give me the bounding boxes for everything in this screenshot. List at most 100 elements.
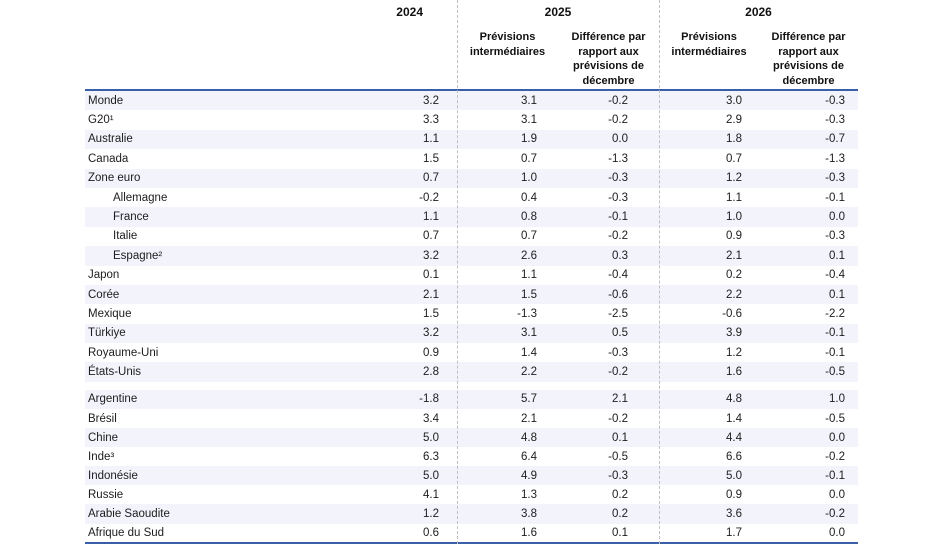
value-2026-previsions: 1.2 — [726, 346, 742, 359]
value-2024: 0.1 — [423, 269, 439, 282]
value-2025-difference: 0.1 — [612, 431, 628, 444]
table-row: États-Unis 2.8 2.2 -0.2 1.6 -0.5 — [85, 362, 858, 382]
spacer-cell — [390, 30, 457, 88]
table-header: 2024 2025 2026 Prévisions intermédiaires… — [85, 0, 858, 88]
table-row: Argentine -1.8 5.7 2.1 4.8 1.0 — [85, 389, 858, 409]
value-2026-previsions: 0.2 — [726, 269, 742, 282]
table-group: Monde 3.2 3.1 -0.2 3.0 -0.3 G20¹ 3.3 3.1… — [85, 91, 858, 382]
country-label: Mexique — [88, 307, 132, 320]
value-2026-difference: -0.7 — [825, 133, 845, 146]
value-2025-previsions: 2.2 — [521, 366, 537, 379]
value-2025-previsions: 3.1 — [521, 94, 537, 107]
value-2024: -1.8 — [419, 393, 439, 406]
value-2024: 2.1 — [423, 288, 439, 301]
value-2026-previsions: -0.6 — [722, 307, 742, 320]
value-2025-difference: 0.0 — [612, 133, 628, 146]
value-2025-difference: 0.1 — [612, 527, 628, 540]
value-2025-difference: -0.4 — [608, 269, 628, 282]
value-2025-previsions: 1.1 — [521, 269, 537, 282]
table-body: Monde 3.2 3.1 -0.2 3.0 -0.3 G20¹ 3.3 3.1… — [85, 91, 858, 543]
value-2025-difference: -0.2 — [608, 114, 628, 127]
value-2025-previsions: 2.1 — [521, 412, 537, 425]
value-2026-difference: 0.0 — [829, 488, 845, 501]
table-row: Espagne² 3.2 2.6 0.3 2.1 0.1 — [85, 246, 858, 266]
value-2025-previsions: 0.7 — [521, 152, 537, 165]
table-top-rule — [85, 89, 858, 91]
value-2024: 1.1 — [423, 133, 439, 146]
value-2024: 4.1 — [423, 488, 439, 501]
spacer-cell — [85, 5, 390, 26]
forecast-table: 2024 2025 2026 Prévisions intermédiaires… — [85, 0, 858, 550]
value-2026-previsions: 0.9 — [726, 488, 742, 501]
country-label: Italie — [113, 230, 138, 243]
value-2025-previsions: -1.3 — [517, 307, 537, 320]
value-2026-previsions: 6.6 — [726, 450, 742, 463]
value-2025-previsions: 1.4 — [521, 346, 537, 359]
value-2025-previsions: 3.1 — [521, 114, 537, 127]
value-2024: -0.2 — [419, 191, 439, 204]
value-2026-difference: -0.1 — [825, 469, 845, 482]
table-row: Japon 0.1 1.1 -0.4 0.2 -0.4 — [85, 266, 858, 285]
country-label: Monde — [88, 94, 124, 107]
col-header-2024: 2024 — [396, 5, 423, 19]
country-label: Australie — [88, 133, 133, 146]
year-header-row: 2024 2025 2026 — [85, 0, 858, 26]
value-2024: 0.7 — [423, 230, 439, 243]
value-2024: 3.3 — [423, 114, 439, 127]
value-2025-difference: -0.1 — [608, 211, 628, 224]
value-2026-difference: -0.3 — [825, 172, 845, 185]
value-2026-previsions: 4.8 — [726, 393, 742, 406]
value-2026-difference: -0.3 — [825, 94, 845, 107]
value-2026-previsions: 1.0 — [726, 211, 742, 224]
value-2024: 3.4 — [423, 412, 439, 425]
subheader-difference-2026: Différence par rapport aux prévisions de… — [771, 31, 846, 87]
value-2026-previsions: 1.7 — [726, 527, 742, 540]
value-2026-previsions: 2.9 — [726, 114, 742, 127]
country-label: Japon — [88, 269, 120, 282]
country-label: G20¹ — [88, 114, 114, 127]
value-2025-previsions: 3.8 — [521, 507, 537, 520]
table-row: Zone euro 0.7 1.0 -0.3 1.2 -0.3 — [85, 168, 858, 188]
value-2025-previsions: 0.7 — [521, 230, 537, 243]
value-2024: 0.7 — [423, 172, 439, 185]
value-2025-previsions: 1.9 — [521, 133, 537, 146]
table-bottom-rule — [85, 542, 858, 544]
table-group: Argentine -1.8 5.7 2.1 4.8 1.0 Brésil 3.… — [85, 389, 858, 543]
column-separator-2024-2025 — [457, 0, 458, 544]
value-2025-previsions: 1.6 — [521, 527, 537, 540]
value-2025-previsions: 6.4 — [521, 450, 537, 463]
value-2026-previsions: 4.4 — [726, 431, 742, 444]
value-2025-previsions: 1.0 — [521, 172, 537, 185]
value-2024: 1.5 — [423, 307, 439, 320]
subheader-row: Prévisions intermédiaires Différence par… — [85, 30, 858, 88]
value-2025-previsions: 0.4 — [521, 191, 537, 204]
value-2026-previsions: 1.1 — [726, 191, 742, 204]
country-label: Inde³ — [88, 450, 115, 463]
value-2025-difference: -0.5 — [608, 450, 628, 463]
value-2025-previsions: 2.6 — [521, 249, 537, 262]
value-2025-previsions: 1.3 — [521, 488, 537, 501]
value-2025-difference: -0.2 — [608, 230, 628, 243]
value-2026-previsions: 1.4 — [726, 412, 742, 425]
table-row: Indonésie 5.0 4.9 -0.3 5.0 -0.1 — [85, 466, 858, 486]
value-2026-difference: 0.1 — [829, 249, 845, 262]
subheader-previsions-2026: Prévisions intermédiaires — [671, 31, 747, 58]
col-header-2026: 2026 — [745, 5, 772, 19]
value-2025-difference: 0.3 — [612, 249, 628, 262]
value-2025-difference: 0.2 — [612, 507, 628, 520]
country-label: Corée — [88, 288, 120, 301]
value-2026-previsions: 1.8 — [726, 133, 742, 146]
table-row: Chine 5.0 4.8 0.1 4.4 0.0 — [85, 428, 858, 448]
value-2025-difference: -0.2 — [608, 366, 628, 379]
country-label: Argentine — [88, 393, 138, 406]
table-row: Mexique 1.5 -1.3 -2.5 -0.6 -2.2 — [85, 304, 858, 323]
value-2026-previsions: 3.6 — [726, 507, 742, 520]
value-2025-previsions: 5.7 — [521, 393, 537, 406]
subheader-difference-2025: Différence par rapport aux prévisions de… — [571, 31, 646, 87]
value-2026-difference: -0.5 — [825, 366, 845, 379]
country-label: Royaume-Uni — [88, 346, 159, 359]
country-label: Espagne² — [113, 249, 163, 262]
value-2026-difference: -0.5 — [825, 412, 845, 425]
value-2026-difference: 0.1 — [829, 288, 845, 301]
value-2026-previsions: 1.2 — [726, 172, 742, 185]
